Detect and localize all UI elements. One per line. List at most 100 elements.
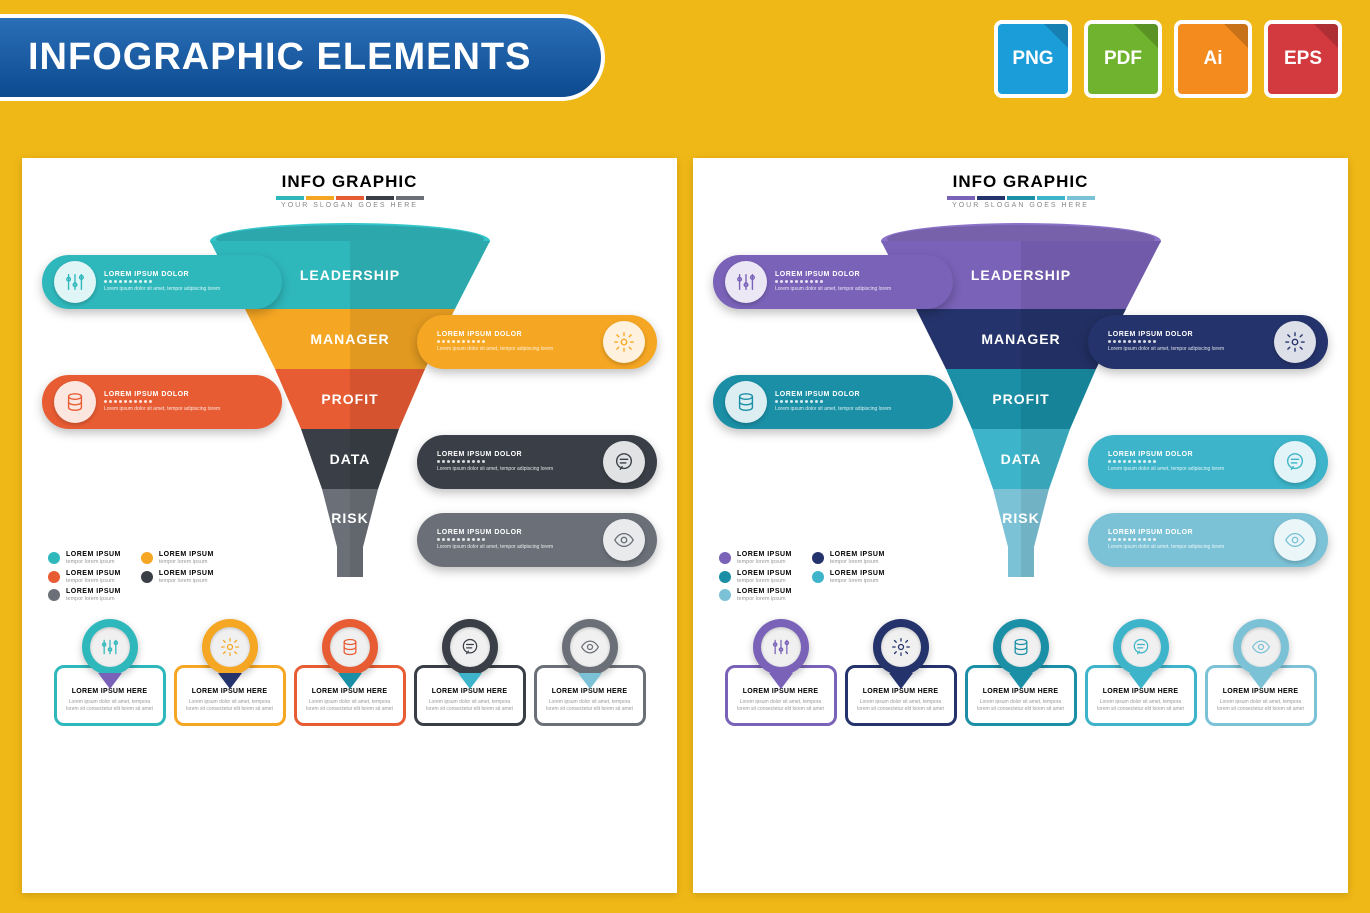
svg-text:LEADERSHIP: LEADERSHIP [299, 267, 399, 283]
svg-text:RISK: RISK [331, 510, 368, 526]
cards-row: .card:nth-child(1) .pin::after{border-to… [705, 619, 1336, 726]
callout-text: LOREM IPSUM DOLOR Lorem ipsum dolor sit … [429, 451, 603, 473]
legend-item: LOREM IPSUMtempor lorem ipsum [48, 570, 121, 585]
svg-text:PROFIT: PROFIT [321, 391, 378, 407]
card-pin [82, 619, 138, 675]
format-badge-png: PNG [994, 20, 1072, 98]
gear-icon [1274, 321, 1316, 363]
svg-text:PROFIT: PROFIT [992, 391, 1049, 407]
info-card-3: .card:nth-child(3) .pin::after{border-to… [294, 619, 406, 726]
infographic-panel-2: INFO GRAPHIC YOUR SLOGAN GOES HERE LEADERS… [693, 158, 1348, 893]
chat-icon [1121, 627, 1161, 667]
callout-2: LOREM IPSUM DOLOR Lorem ipsum dolor sit … [1088, 315, 1328, 369]
legend-item: LOREM IPSUMtempor lorem ipsum [141, 570, 214, 585]
database-icon [725, 381, 767, 423]
eye-icon [603, 519, 645, 561]
format-badge-ai: Ai [1174, 20, 1252, 98]
sliders-icon [761, 627, 801, 667]
card-pin [1233, 619, 1289, 675]
legend-item: LOREM IPSUMtempor lorem ipsum [48, 551, 121, 566]
card-pin [753, 619, 809, 675]
panels-container: INFO GRAPHIC YOUR SLOGAN GOES HERE LEADERS… [22, 158, 1348, 893]
svg-text:RISK: RISK [1002, 510, 1039, 526]
info-card-2: .card:nth-child(2) .pin::after{border-to… [845, 619, 957, 726]
infographic-panel-1: INFO GRAPHIC YOUR SLOGAN GOES HERE LEADERS… [22, 158, 677, 893]
sliders-icon [54, 261, 96, 303]
svg-text:LEADERSHIP: LEADERSHIP [970, 267, 1070, 283]
callout-4: LOREM IPSUM DOLOR Lorem ipsum dolor sit … [417, 435, 657, 489]
card-pin [322, 619, 378, 675]
header-pill: INFOGRAPHIC ELEMENTS [0, 14, 605, 101]
sliders-icon [725, 261, 767, 303]
callout-text: LOREM IPSUM DOLOR Lorem ipsum dolor sit … [429, 331, 603, 353]
sliders-icon [90, 627, 130, 667]
panel-title: INFO GRAPHIC [705, 172, 1336, 192]
panel-subtitle: YOUR SLOGAN GOES HERE [34, 202, 665, 209]
database-icon [1001, 627, 1041, 667]
info-card-2: .card:nth-child(2) .pin::after{border-to… [174, 619, 286, 726]
callout-text: LOREM IPSUM DOLOR Lorem ipsum dolor sit … [1100, 451, 1274, 473]
svg-text:MANAGER: MANAGER [981, 331, 1060, 347]
eye-icon [570, 627, 610, 667]
legend-item: LOREM IPSUMtempor lorem ipsum [48, 588, 121, 603]
info-card-1: .card:nth-child(1) .pin::after{border-to… [54, 619, 166, 726]
database-icon [330, 627, 370, 667]
eye-icon [1274, 519, 1316, 561]
format-badges: PNGPDFAiEPS [994, 20, 1342, 98]
card-pin [562, 619, 618, 675]
card-pin [442, 619, 498, 675]
card-pin [1113, 619, 1169, 675]
callout-1: LOREM IPSUM DOLOR Lorem ipsum dolor sit … [42, 255, 282, 309]
legend-item: LOREM IPSUMtempor lorem ipsum [719, 570, 792, 585]
callout-5: LOREM IPSUM DOLOR Lorem ipsum dolor sit … [417, 513, 657, 567]
header-title: INFOGRAPHIC ELEMENTS [28, 36, 531, 78]
format-badge-eps: EPS [1264, 20, 1342, 98]
callout-3: LOREM IPSUM DOLOR Lorem ipsum dolor sit … [713, 375, 953, 429]
svg-text:MANAGER: MANAGER [310, 331, 389, 347]
panel-title: INFO GRAPHIC [34, 172, 665, 192]
info-card-3: .card:nth-child(3) .pin::after{border-to… [965, 619, 1077, 726]
callout-text: LOREM IPSUM DOLOR Lorem ipsum dolor sit … [767, 271, 941, 293]
legend-item: LOREM IPSUMtempor lorem ipsum [141, 551, 214, 566]
gear-icon [881, 627, 921, 667]
gear-icon [603, 321, 645, 363]
svg-text:DATA: DATA [329, 451, 370, 467]
legend-item: LOREM IPSUMtempor lorem ipsum [812, 551, 885, 566]
color-bar [34, 196, 665, 200]
card-pin [873, 619, 929, 675]
info-card-5: .card:nth-child(5) .pin::after{border-to… [534, 619, 646, 726]
info-card-4: .card:nth-child(4) .pin::after{border-to… [414, 619, 526, 726]
database-icon [54, 381, 96, 423]
chat-icon [603, 441, 645, 483]
legend: LOREM IPSUMtempor lorem ipsum LOREM IPSU… [48, 551, 214, 603]
callout-2: LOREM IPSUM DOLOR Lorem ipsum dolor sit … [417, 315, 657, 369]
funnel-area: LEADERSHIP MANAGER PROFIT DATA RISK LOREM IP… [34, 217, 665, 607]
panel-subtitle: YOUR SLOGAN GOES HERE [705, 202, 1336, 209]
callout-5: LOREM IPSUM DOLOR Lorem ipsum dolor sit … [1088, 513, 1328, 567]
card-pin [993, 619, 1049, 675]
callout-text: LOREM IPSUM DOLOR Lorem ipsum dolor sit … [96, 271, 270, 293]
eye-icon [1241, 627, 1281, 667]
callout-text: LOREM IPSUM DOLOR Lorem ipsum dolor sit … [1100, 529, 1274, 551]
format-badge-pdf: PDF [1084, 20, 1162, 98]
info-card-1: .card:nth-child(1) .pin::after{border-to… [725, 619, 837, 726]
cards-row: .card:nth-child(1) .pin::after{border-to… [34, 619, 665, 726]
callout-4: LOREM IPSUM DOLOR Lorem ipsum dolor sit … [1088, 435, 1328, 489]
color-bar [705, 196, 1336, 200]
legend-item: LOREM IPSUMtempor lorem ipsum [812, 570, 885, 585]
chat-icon [1274, 441, 1316, 483]
chat-icon [450, 627, 490, 667]
info-card-4: .card:nth-child(4) .pin::after{border-to… [1085, 619, 1197, 726]
info-card-5: .card:nth-child(5) .pin::after{border-to… [1205, 619, 1317, 726]
legend: LOREM IPSUMtempor lorem ipsum LOREM IPSU… [719, 551, 885, 603]
callout-text: LOREM IPSUM DOLOR Lorem ipsum dolor sit … [1100, 331, 1274, 353]
funnel-area: LEADERSHIP MANAGER PROFIT DATA RISK LOREM IP… [705, 217, 1336, 607]
card-pin [202, 619, 258, 675]
callout-text: LOREM IPSUM DOLOR Lorem ipsum dolor sit … [767, 391, 941, 413]
svg-text:DATA: DATA [1000, 451, 1041, 467]
gear-icon [210, 627, 250, 667]
callout-text: LOREM IPSUM DOLOR Lorem ipsum dolor sit … [429, 529, 603, 551]
callout-1: LOREM IPSUM DOLOR Lorem ipsum dolor sit … [713, 255, 953, 309]
legend-item: LOREM IPSUMtempor lorem ipsum [719, 551, 792, 566]
callout-3: LOREM IPSUM DOLOR Lorem ipsum dolor sit … [42, 375, 282, 429]
